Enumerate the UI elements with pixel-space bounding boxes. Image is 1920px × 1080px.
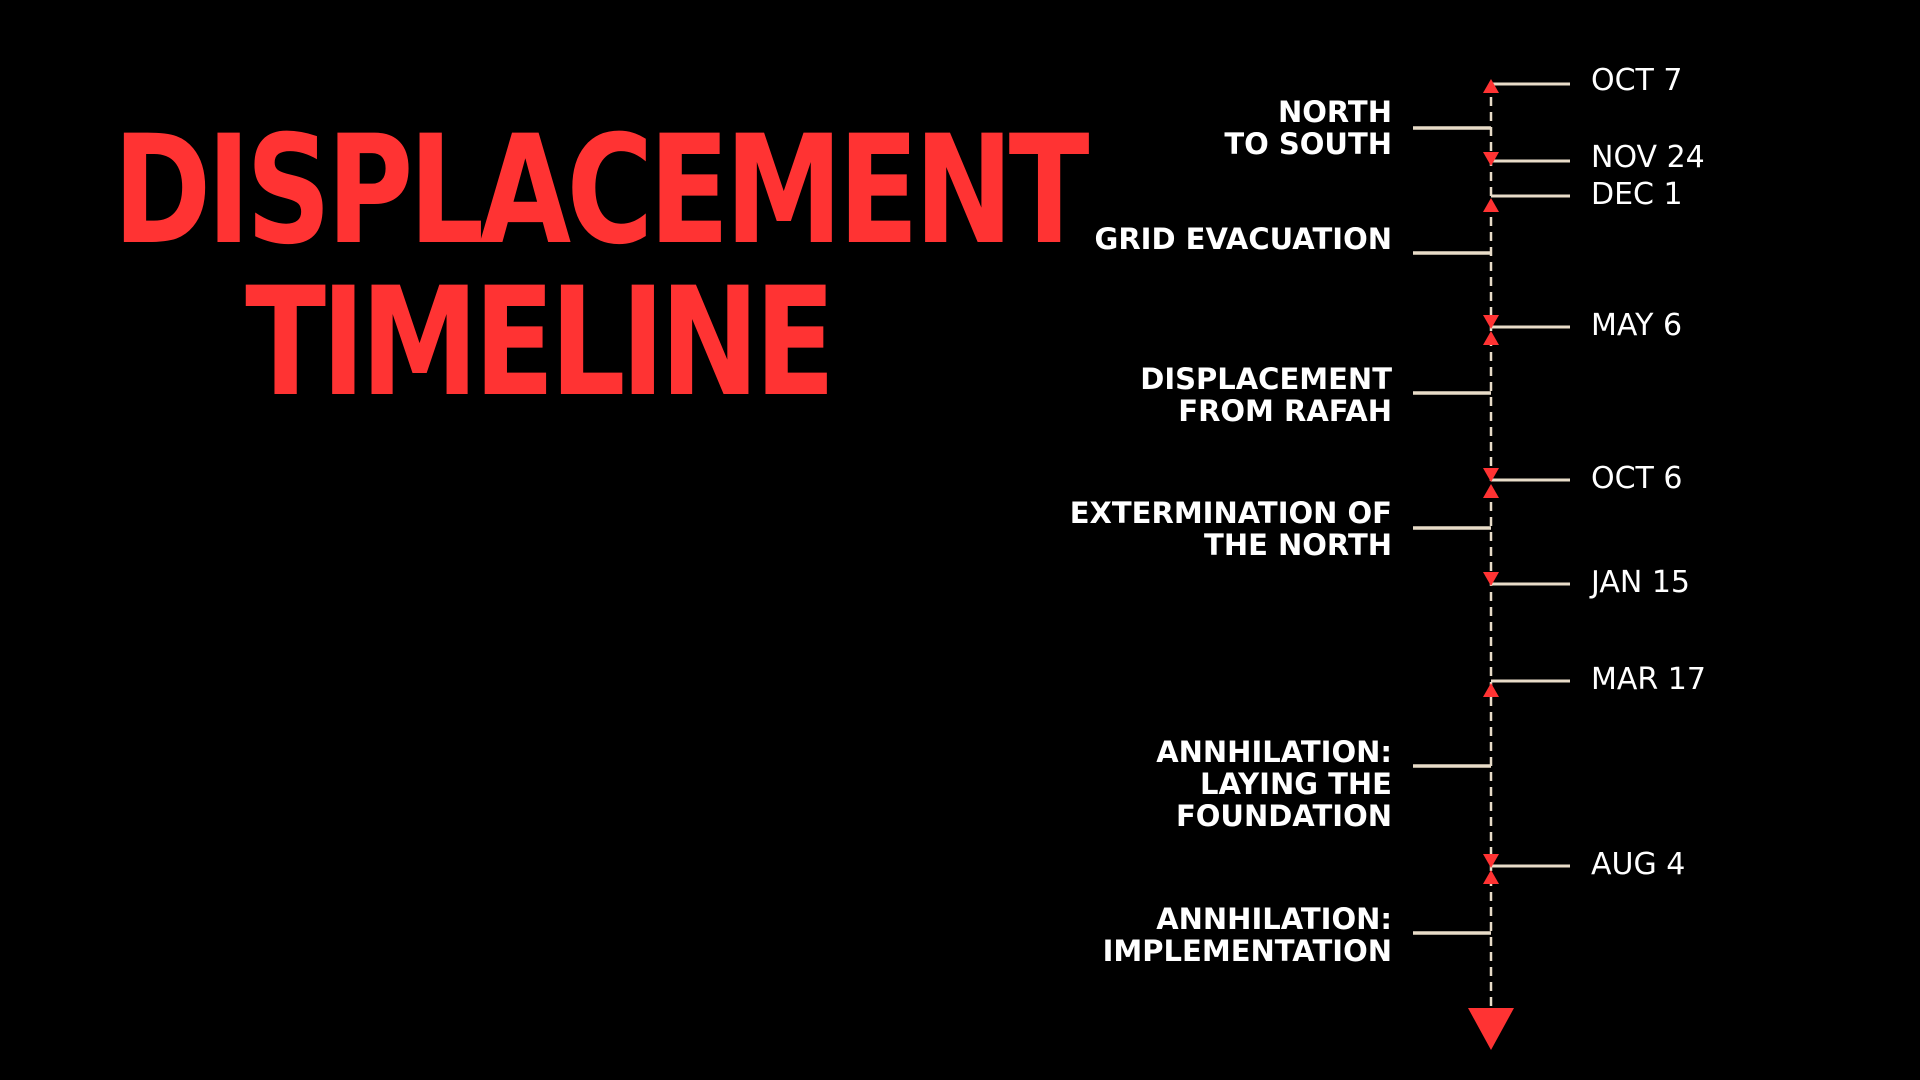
arrow-up-icon bbox=[1483, 198, 1499, 212]
date-ticks bbox=[1491, 82, 1570, 868]
arrow-up-icon bbox=[1483, 870, 1499, 884]
date-label-aug4: AUG 4 bbox=[1591, 847, 1686, 882]
arrow-up-icon bbox=[1483, 683, 1499, 697]
timeline-end-arrow-icon bbox=[1468, 1008, 1514, 1050]
date-label-oct6: OCT 6 bbox=[1591, 461, 1683, 496]
event-label-north-to-south: NORTH TO SOUTH bbox=[1224, 95, 1392, 161]
date-label-dec1: DEC 1 bbox=[1591, 177, 1683, 212]
arrow-down-icon bbox=[1483, 572, 1499, 586]
title-line-2: TIMELINE bbox=[245, 256, 835, 430]
arrow-down-icon bbox=[1483, 315, 1499, 329]
arrow-down-icon bbox=[1483, 854, 1499, 868]
date-label-jan15: JAN 15 bbox=[1591, 565, 1690, 600]
date-label-may6: MAY 6 bbox=[1591, 308, 1683, 343]
arrow-up-icon bbox=[1483, 331, 1499, 345]
event-connectors bbox=[1413, 126, 1491, 935]
segment-arrows bbox=[1468, 79, 1514, 1050]
event-label-grid-evacuation: GRID EVACUATION bbox=[1094, 222, 1392, 256]
date-label-oct7: OCT 7 bbox=[1591, 63, 1683, 98]
event-label-laying-foundation: ANNHILATION: LAYING THE FOUNDATION bbox=[1156, 735, 1392, 833]
date-label-mar17: MAR 17 bbox=[1591, 662, 1706, 697]
arrow-up-icon bbox=[1483, 79, 1499, 93]
event-label-implementation: ANNHILATION: IMPLEMENTATION bbox=[1102, 902, 1392, 968]
arrow-up-icon bbox=[1483, 484, 1499, 498]
event-label-extermination-north: EXTERMINATION OF THE NORTH bbox=[1069, 496, 1392, 562]
title-line-1: DISPLACEMENT bbox=[112, 104, 1090, 278]
arrow-down-icon bbox=[1483, 152, 1499, 166]
date-label-nov24: NOV 24 bbox=[1591, 140, 1705, 175]
event-label-displacement-rafah: DISPLACEMENT FROM RAFAH bbox=[1140, 362, 1392, 428]
arrow-down-icon bbox=[1483, 468, 1499, 482]
